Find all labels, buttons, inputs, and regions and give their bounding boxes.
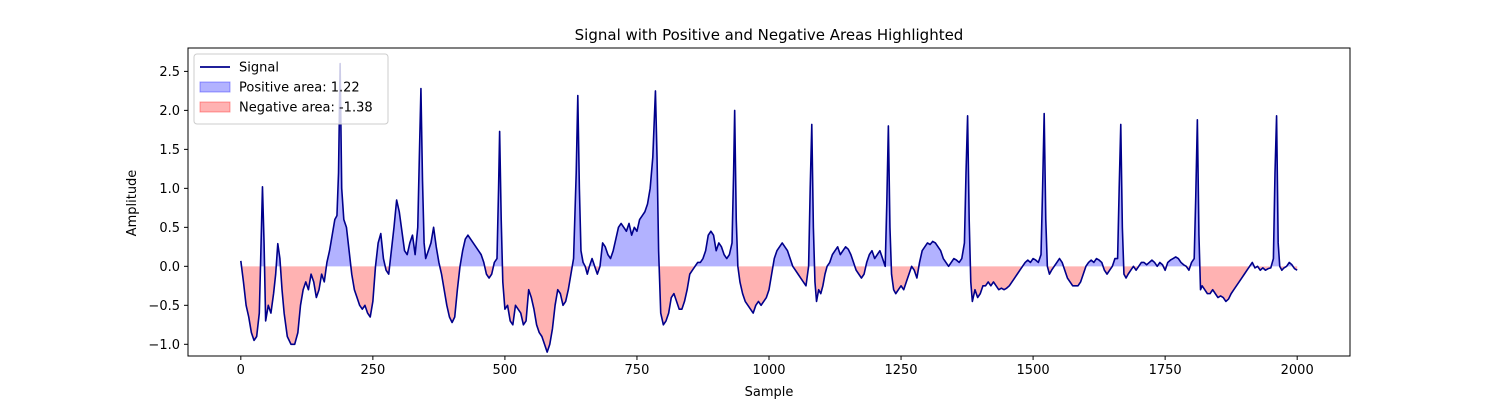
plot-area — [240, 62, 1298, 353]
y-tick-label: 1.0 — [159, 182, 180, 197]
x-axis-label: Sample — [745, 385, 794, 400]
y-tick-label: 1.5 — [159, 143, 180, 158]
x-tick-label: 1500 — [1017, 363, 1050, 378]
x-tick-label: 750 — [625, 363, 650, 378]
x-tick-label: 250 — [360, 363, 385, 378]
y-axis: −1.0 −0.5 0.0 0.5 1.0 1.5 2.0 2.5 — [148, 65, 188, 353]
signal-line — [240, 62, 1298, 353]
x-axis: 0 250 500 750 1000 1250 1500 1750 2000 — [237, 356, 1314, 378]
legend-box — [193, 53, 389, 125]
y-tick-label: 0.5 — [159, 221, 180, 236]
x-tick-label: 0 — [237, 363, 245, 378]
legend-negative-swatch — [199, 101, 231, 113]
positive-area-fill — [240, 63, 1293, 267]
y-tick-label: 2.5 — [159, 65, 180, 80]
x-tick-label: 1750 — [1149, 363, 1182, 378]
x-tick-label: 1000 — [752, 363, 785, 378]
negative-area-fill — [241, 266, 1298, 353]
legend-entry-label: Positive area: 1.22 — [239, 81, 360, 96]
chart-title: Signal with Positive and Negative Areas … — [575, 26, 964, 44]
y-axis-label: Amplitude — [125, 170, 140, 237]
y-tick-label: 2.0 — [159, 104, 180, 119]
legend-entry-label: Negative area: -1.38 — [239, 101, 373, 116]
y-tick-label: −0.5 — [148, 299, 180, 314]
legend-entry-label: Signal — [239, 61, 279, 76]
legend-positive-swatch — [199, 81, 231, 93]
x-tick-label: 1250 — [884, 363, 917, 378]
y-tick-label: 0.0 — [159, 260, 180, 275]
y-tick-label: −1.0 — [148, 338, 180, 353]
legend: Signal Positive area: 1.22 Negative area: … — [193, 53, 389, 125]
x-tick-label: 500 — [492, 363, 517, 378]
x-tick-label: 2000 — [1281, 363, 1314, 378]
